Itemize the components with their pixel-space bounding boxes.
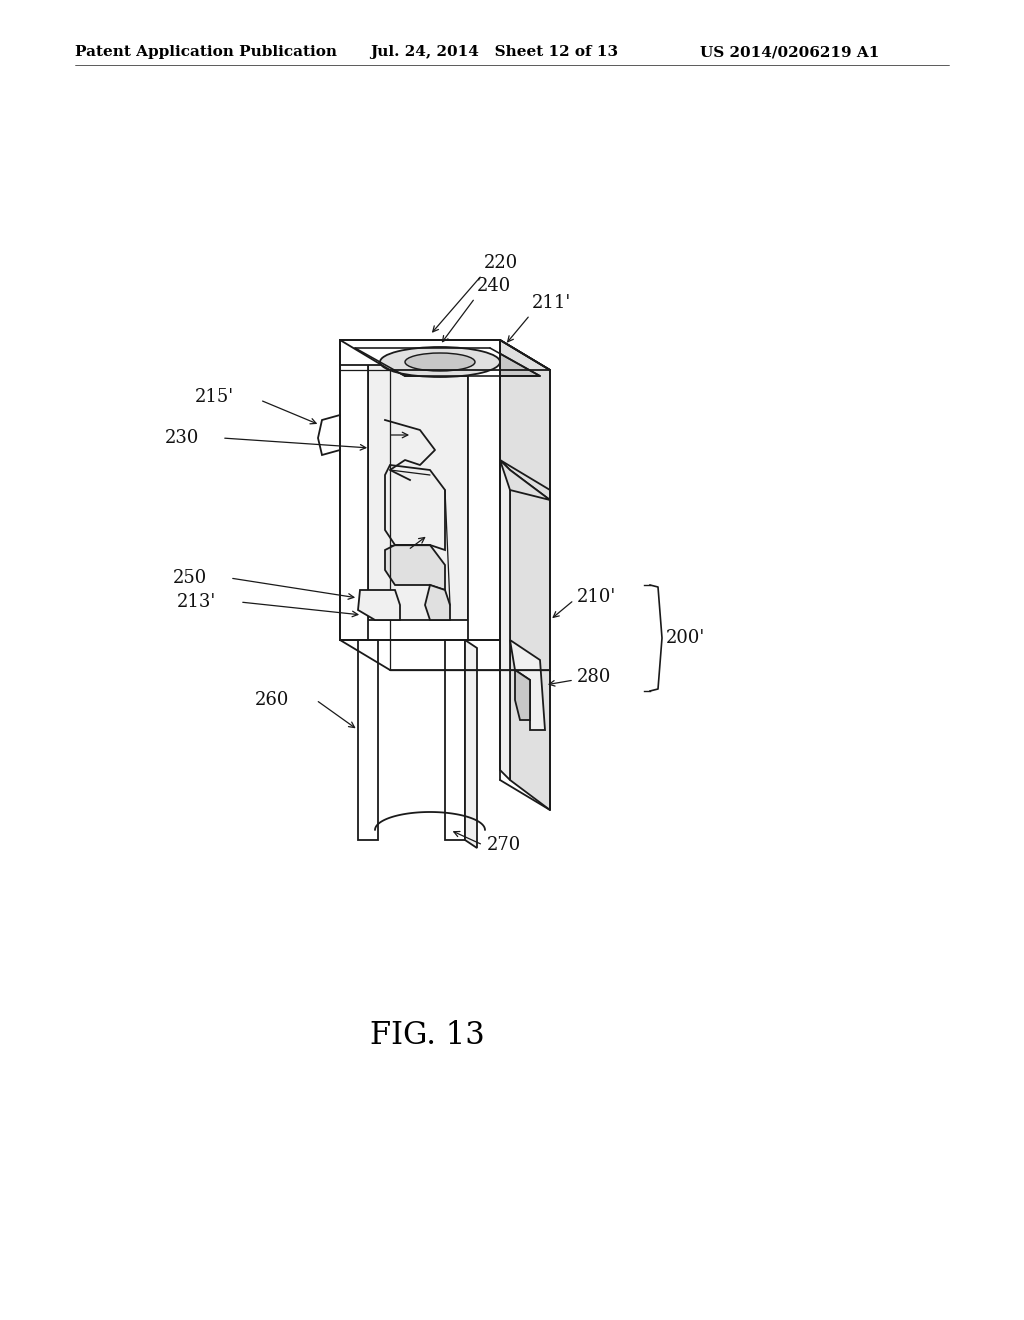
Text: Patent Application Publication: Patent Application Publication [75, 45, 337, 59]
Text: 211': 211' [532, 294, 571, 312]
Polygon shape [385, 465, 445, 550]
Text: 220: 220 [484, 253, 518, 272]
Polygon shape [468, 341, 500, 640]
Polygon shape [385, 545, 445, 590]
Polygon shape [510, 470, 550, 810]
Text: US 2014/0206219 A1: US 2014/0206219 A1 [700, 45, 880, 59]
Text: 280: 280 [577, 668, 611, 686]
Polygon shape [340, 341, 550, 370]
Polygon shape [445, 640, 465, 840]
Polygon shape [358, 590, 400, 620]
Polygon shape [340, 341, 500, 640]
Text: 260: 260 [255, 690, 290, 709]
Polygon shape [358, 640, 378, 840]
Polygon shape [368, 350, 468, 620]
Polygon shape [318, 414, 340, 455]
Polygon shape [425, 585, 450, 620]
Polygon shape [510, 640, 545, 730]
Text: 250: 250 [173, 569, 207, 587]
Polygon shape [465, 640, 477, 847]
Ellipse shape [380, 347, 500, 378]
Text: 230: 230 [165, 429, 200, 447]
Text: 240: 240 [477, 277, 511, 294]
Polygon shape [515, 671, 530, 719]
Text: 270: 270 [487, 836, 521, 854]
Text: 200': 200' [666, 630, 706, 647]
Polygon shape [500, 459, 550, 500]
Text: FIG. 13: FIG. 13 [370, 1019, 484, 1051]
Polygon shape [340, 341, 368, 640]
Text: 210': 210' [577, 587, 616, 606]
Polygon shape [500, 341, 550, 671]
Polygon shape [340, 341, 500, 366]
Polygon shape [500, 459, 510, 780]
Ellipse shape [406, 352, 475, 371]
Polygon shape [355, 348, 540, 376]
Text: Jul. 24, 2014   Sheet 12 of 13: Jul. 24, 2014 Sheet 12 of 13 [370, 45, 618, 59]
Text: 215': 215' [195, 388, 234, 407]
Text: 213': 213' [177, 593, 216, 611]
